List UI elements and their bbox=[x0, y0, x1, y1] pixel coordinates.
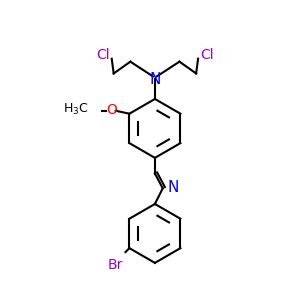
Text: Cl: Cl bbox=[96, 48, 110, 62]
Text: N: N bbox=[168, 180, 179, 195]
Text: O: O bbox=[106, 103, 117, 117]
Text: H$_3$C: H$_3$C bbox=[63, 102, 88, 117]
Text: Br: Br bbox=[108, 258, 123, 272]
Text: N: N bbox=[149, 72, 160, 87]
Text: Cl: Cl bbox=[200, 48, 214, 62]
